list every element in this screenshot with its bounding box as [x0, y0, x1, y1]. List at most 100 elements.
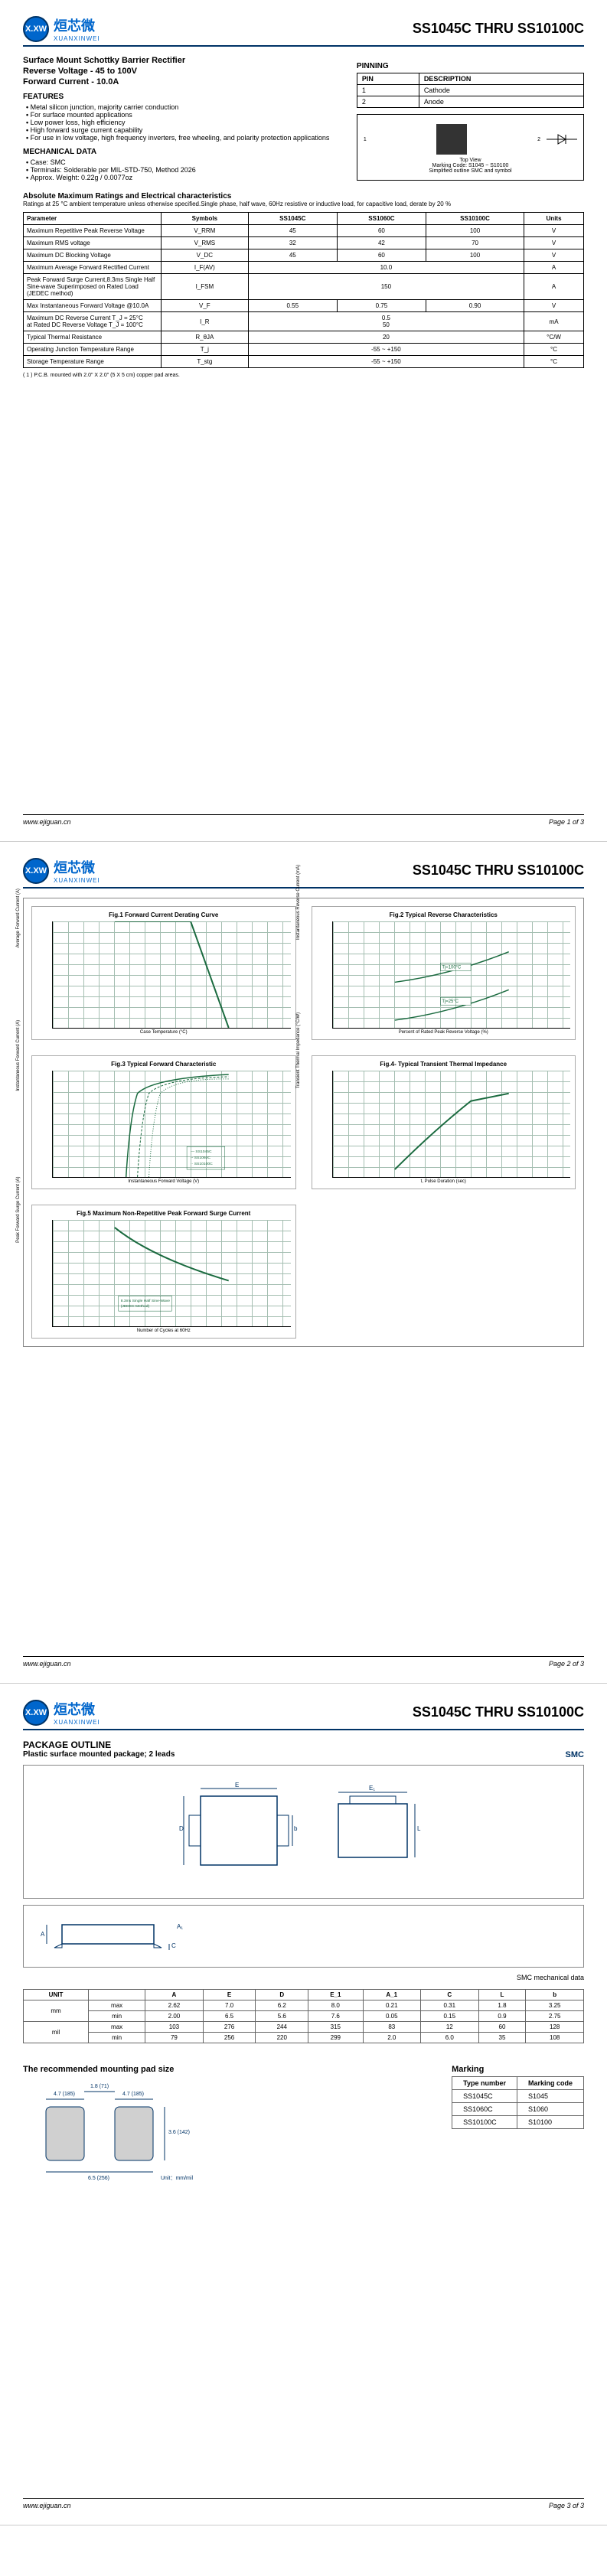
pinning-head: PINNING — [357, 62, 584, 70]
mechanical-head: MECHANICAL DATA — [23, 148, 341, 156]
dim-cell: max — [89, 2000, 145, 2011]
ratings-val: 60 — [337, 249, 426, 262]
feature-item: High forward surge current capability — [26, 126, 341, 134]
mark-cell: S1045 — [517, 2090, 583, 2103]
mark-cell: SS10100C — [452, 2116, 517, 2129]
ratings-val: 150 — [248, 274, 524, 300]
header: X.XW 烜芯微 XUANXINWEI SS1045C THRU SS10100… — [23, 857, 584, 889]
ratings-val: 20 — [248, 331, 524, 344]
ratings-col: SS1060C — [337, 213, 426, 225]
svg-text:E₁: E₁ — [369, 1785, 375, 1792]
mech-item: Case: SMC — [26, 158, 341, 166]
dim-cell: max — [89, 2022, 145, 2033]
dim-cell: 256 — [203, 2033, 256, 2043]
svg-text:L: L — [417, 1825, 421, 1832]
svg-text:A: A — [41, 1931, 45, 1938]
pin-cell: 2 — [357, 96, 419, 108]
dim-cell: 103 — [145, 2022, 204, 2033]
dim-cell: 12 — [421, 2022, 479, 2033]
dimensions-table: UNITAEDE_1A_1CLb mmmax2.627.06.28.00.210… — [23, 1989, 584, 2043]
ratings-param: Maximum Repetitive Peak Reverse Voltage — [24, 225, 162, 237]
ratings-val: 70 — [426, 237, 524, 249]
x-label: t, Pulse Duration (sec) — [317, 1179, 571, 1184]
dim-cell: 1.8 — [478, 2000, 526, 2011]
dim-col: A_1 — [363, 1990, 421, 2000]
header: X.XW 烜芯微 XUANXINWEI SS1045C THRU SS10100… — [23, 15, 584, 47]
dim-head: SMC mechanical data — [23, 1974, 584, 1981]
svg-text:6.5 (256): 6.5 (256) — [88, 2176, 109, 2181]
ratings-table: ParameterSymbolsSS1045CSS1060CSS10100CUn… — [23, 212, 584, 368]
ratings-sym: T_stg — [162, 356, 249, 368]
ratings-param: Peak Forward Surge Current,8.3ms Single … — [24, 274, 162, 300]
dim-col: A — [145, 1990, 204, 2000]
smc-label: SMC — [566, 1750, 584, 1759]
footer-url: www.ejiguan.cn — [23, 2502, 71, 2509]
ratings-unit: °C/W — [524, 331, 584, 344]
ratings-val: 42 — [337, 237, 426, 249]
pin-col: DESCRIPTION — [419, 73, 583, 85]
features-list: Metal silicon junction, majority carrier… — [23, 103, 341, 142]
svg-text:1.8 (71): 1.8 (71) — [90, 2084, 109, 2089]
footer: www.ejiguan.cn Page 3 of 3 — [23, 2498, 584, 2509]
dim-col — [89, 1990, 145, 2000]
ratings-unit: V — [524, 237, 584, 249]
ratings-val: 0.55 — [248, 300, 337, 312]
ratings-val: 45 — [248, 225, 337, 237]
ratings-val: -55 ~ +150 — [248, 344, 524, 356]
svg-text:4.7 (185): 4.7 (185) — [54, 2092, 75, 2097]
page-number: Page 1 of 3 — [549, 818, 584, 826]
svg-text:3.6 (142): 3.6 (142) — [168, 2130, 190, 2135]
x-label: Instantaneous Forward Voltage (V) — [37, 1179, 291, 1184]
pin-2-label: 2 — [537, 137, 540, 142]
y-label: Instantaneous Reverse Current (mA) — [296, 865, 301, 940]
chart-fig5: Fig.5 Maximum Non-Repetitive Peak Forwar… — [31, 1205, 296, 1339]
diagram-note: Simplified outline SMC and symbol — [364, 168, 577, 174]
logo: X.XW 烜芯微 XUANXINWEI — [23, 15, 100, 42]
dim-unit: mm — [24, 2000, 89, 2022]
marking-table: Type numberMarking code SS1045CS1045 SS1… — [452, 2076, 584, 2129]
footer-url: www.ejiguan.cn — [23, 1660, 71, 1668]
chart-title: Fig.5 Maximum Non-Repetitive Peak Forwar… — [37, 1210, 291, 1217]
dim-cell: 244 — [256, 2022, 308, 2033]
ratings-sym: V_F — [162, 300, 249, 312]
svg-text:Unit：mm/mil: Unit：mm/mil — [161, 2176, 193, 2181]
ratings-col: SS10100C — [426, 213, 524, 225]
pin-cell: Cathode — [419, 85, 583, 96]
mark-cell: SS1060C — [452, 2103, 517, 2116]
x-label: Number of Cycles at 60Hz — [37, 1329, 291, 1333]
dim-cell: 315 — [308, 2022, 363, 2033]
ratings-val: -55 ~ +150 — [248, 356, 524, 368]
feature-item: Low power loss, high efficiency — [26, 119, 341, 126]
mech-item: Approx. Weight: 0.22g / 0.0077oz — [26, 174, 341, 181]
ratings-val: 100 — [426, 225, 524, 237]
y-label: Instantaneous Forward Current (A) — [16, 1020, 21, 1091]
dim-col: b — [526, 1990, 584, 2000]
dim-col: D — [256, 1990, 308, 2000]
svg-text:4.7 (185): 4.7 (185) — [122, 2092, 144, 2097]
doc-title: SS1045C THRU SS10100C — [413, 1704, 584, 1720]
dim-cell: 2.75 — [526, 2011, 584, 2022]
ratings-param: Maximum DC Blocking Voltage — [24, 249, 162, 262]
ratings-param: Typical Thermal Resistance — [24, 331, 162, 344]
y-label: Peak Forward Surge Current (A) — [16, 1176, 21, 1242]
product-line2: Reverse Voltage - 45 to 100V — [23, 67, 341, 76]
dim-cell: 2.0 — [363, 2033, 421, 2043]
dim-cell: min — [89, 2011, 145, 2022]
chart-fig1: Fig.1 Forward Current Derating Curve Ave… — [31, 906, 296, 1040]
page-number: Page 2 of 3 — [549, 1660, 584, 1668]
ratings-val: 100 — [426, 249, 524, 262]
ratings-unit: A — [524, 274, 584, 300]
outline-diagram: 1 2 Top View Marking Code: S1045 ~ S1010… — [357, 114, 584, 181]
svg-text:b: b — [294, 1825, 298, 1832]
dim-cell: 276 — [203, 2022, 256, 2033]
ratings-val: 0.5 50 — [248, 312, 524, 331]
ratings-col: Symbols — [162, 213, 249, 225]
ratings-unit: A — [524, 262, 584, 274]
ratings-sym: I_R — [162, 312, 249, 331]
ratings-param: Maximum DC Reverse Current T_J = 25°C at… — [24, 312, 162, 331]
ratings-val: 32 — [248, 237, 337, 249]
feature-item: For use in low voltage, high frequency i… — [26, 134, 341, 142]
mechanical-list: Case: SMC Terminals: Solderable per MIL-… — [23, 158, 341, 181]
dim-cell: 3.25 — [526, 2000, 584, 2011]
logo-icon: X.XW — [23, 1700, 49, 1726]
